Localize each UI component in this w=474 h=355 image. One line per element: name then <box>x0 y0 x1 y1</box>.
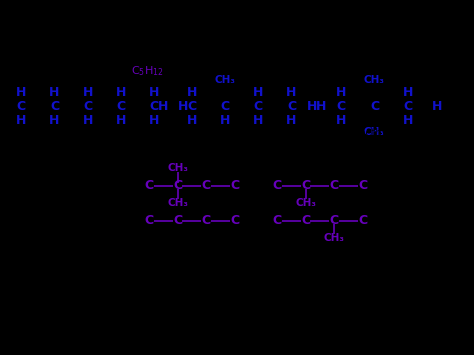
Text: H: H <box>149 86 159 99</box>
Text: H: H <box>432 100 442 113</box>
Text: 2,2-dimethylpropane: 2,2-dimethylpropane <box>328 128 430 138</box>
Text: CH₃: CH₃ <box>167 163 188 173</box>
Text: C: C <box>230 214 239 228</box>
Text: C: C <box>287 100 296 113</box>
Text: BP = 9.5°C: BP = 9.5°C <box>348 139 410 149</box>
Text: H: H <box>82 114 93 127</box>
Text: C: C <box>220 100 230 113</box>
Text: H: H <box>49 86 60 99</box>
Text: C: C <box>187 100 197 113</box>
Text: 2-methylbutane: 2-methylbutane <box>197 128 286 138</box>
Text: C: C <box>329 179 339 192</box>
Text: C$_5$H$_{12}$: C$_5$H$_{12}$ <box>131 64 163 78</box>
Text: CH₃: CH₃ <box>364 127 385 137</box>
Text: Bp = 27.9°C: Bp = 27.9°C <box>207 139 276 149</box>
Text: C: C <box>50 100 59 113</box>
Text: C: C <box>358 214 367 228</box>
Text: C: C <box>370 100 379 113</box>
Text: C: C <box>230 179 239 192</box>
Text: H: H <box>82 86 93 99</box>
Text: H: H <box>16 114 27 127</box>
Text: C: C <box>145 214 154 228</box>
Text: C: C <box>254 100 263 113</box>
Text: H: H <box>178 100 189 113</box>
Text: H: H <box>402 86 413 99</box>
Text: H: H <box>253 114 264 127</box>
Text: H: H <box>220 114 230 127</box>
Text: C: C <box>116 100 126 113</box>
Text: H: H <box>49 114 60 127</box>
Text: H: H <box>116 114 126 127</box>
Text: C: C <box>301 179 310 192</box>
Text: C: C <box>201 179 211 192</box>
Text: H: H <box>402 114 413 127</box>
Text: C: C <box>403 100 412 113</box>
Text: C: C <box>17 100 26 113</box>
Text: H: H <box>16 86 27 99</box>
Text: H: H <box>307 100 317 113</box>
Text: C: C <box>329 214 339 228</box>
Text: C: C <box>273 214 282 228</box>
Text: C: C <box>83 100 92 113</box>
Text: CH₃: CH₃ <box>167 198 188 208</box>
Text: Isomers of Pentane (3): Isomers of Pentane (3) <box>111 44 363 63</box>
Text: C: C <box>145 179 154 192</box>
Text: CH₃: CH₃ <box>295 198 316 208</box>
Text: H: H <box>187 114 197 127</box>
Text: C: C <box>273 179 282 192</box>
Text: CH₃: CH₃ <box>215 76 236 86</box>
Text: n-pentane: n-pentane <box>24 128 81 138</box>
Text: H: H <box>336 114 346 127</box>
Text: H: H <box>149 114 159 127</box>
Text: H: H <box>187 86 197 99</box>
Text: C: C <box>337 100 346 113</box>
Text: CH₃: CH₃ <box>364 76 385 86</box>
Text: H: H <box>116 86 126 99</box>
Text: C: C <box>358 179 367 192</box>
Text: C: C <box>173 214 182 228</box>
Text: H: H <box>316 100 326 113</box>
Text: H: H <box>253 86 264 99</box>
Text: C: C <box>149 100 159 113</box>
Text: H: H <box>286 86 297 99</box>
Text: H: H <box>157 100 168 113</box>
Text: BP = 36.1°C: BP = 36.1°C <box>24 139 92 149</box>
Text: CH₃: CH₃ <box>324 234 345 244</box>
Text: C: C <box>301 214 310 228</box>
Text: C: C <box>201 214 211 228</box>
Text: C: C <box>173 179 182 192</box>
Text: H: H <box>286 114 297 127</box>
Text: H: H <box>336 86 346 99</box>
